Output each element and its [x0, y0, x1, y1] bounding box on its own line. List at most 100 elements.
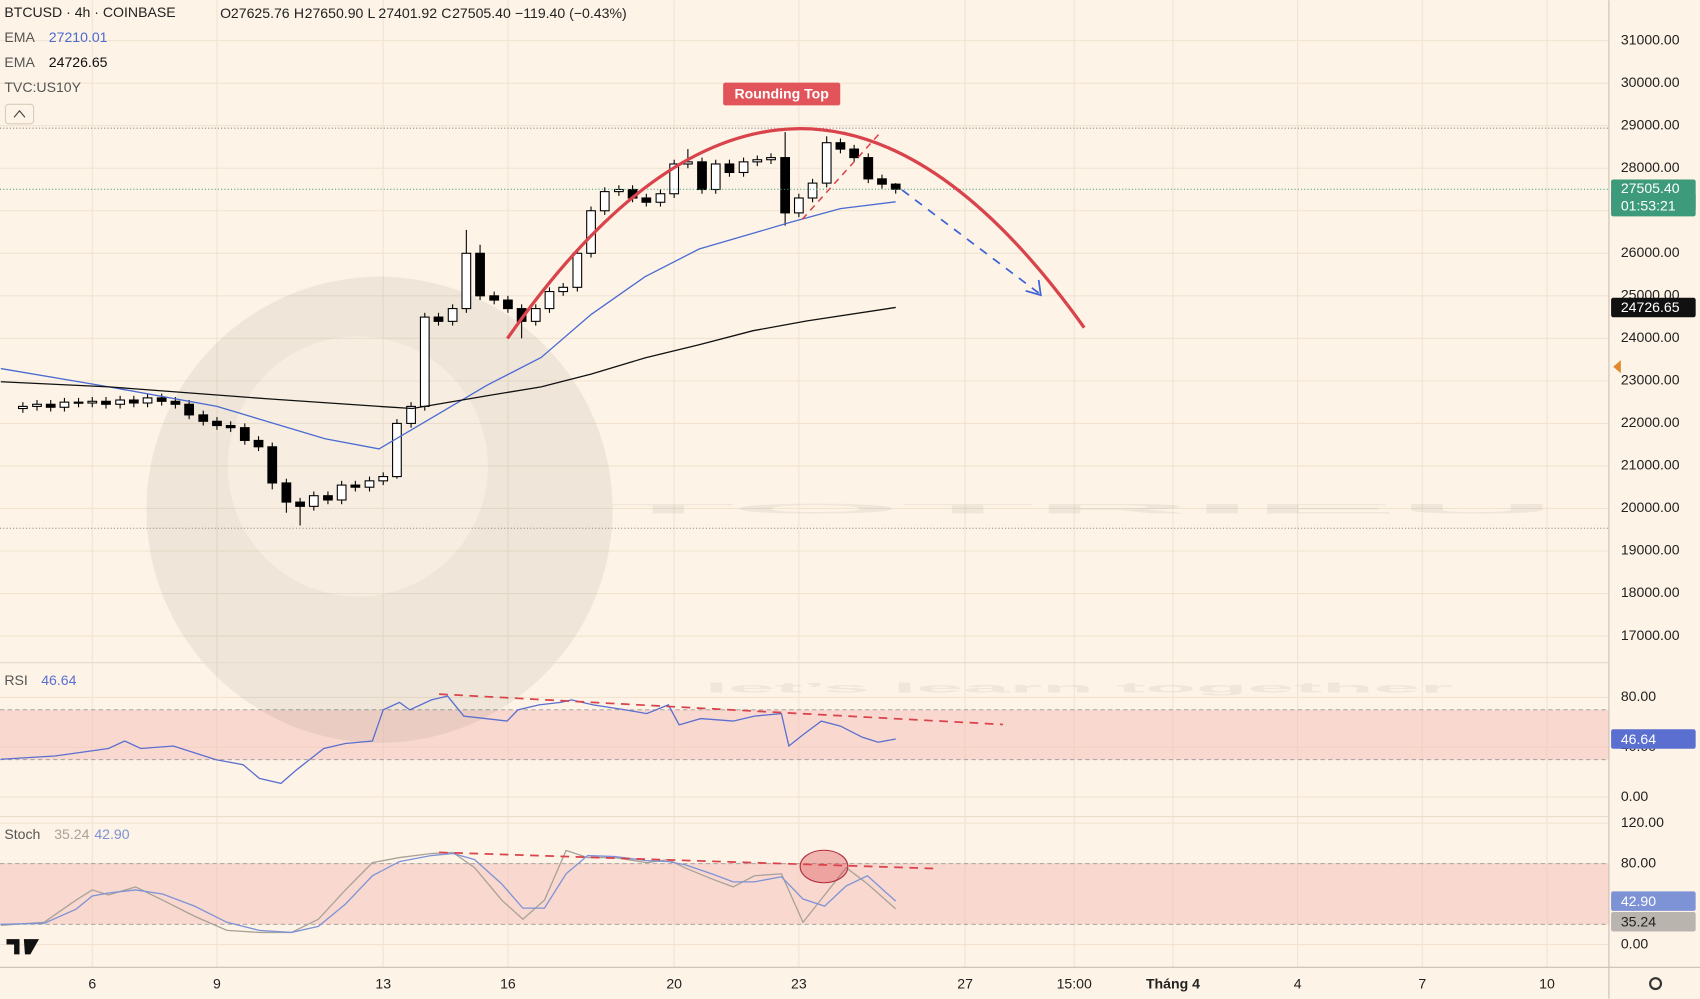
axis-labels: 6 9 13 16 20 23 27 15:00 Tháng 4 4 7 10 17000.00 1800…	[88, 31, 1696, 991]
x-tick-label: 23	[791, 975, 807, 991]
candle-body	[336, 484, 347, 501]
value-tag: 35.24	[1621, 914, 1656, 930]
x-tick-label: 10	[1539, 975, 1555, 991]
x-tick-label: 27	[957, 975, 973, 991]
candle-body	[849, 148, 860, 159]
candle-body	[17, 405, 28, 410]
rounding-top-arc	[506, 127, 1086, 340]
indicator-line	[0, 695, 896, 785]
settings-icon[interactable]	[1649, 977, 1663, 991]
y-tick-label: 31000.00	[1621, 31, 1680, 47]
annotation-text: Rounding Top	[735, 85, 830, 101]
candle-body	[863, 157, 874, 180]
x-tick-label: 20	[666, 975, 682, 991]
y-tick-label: 0.00	[1621, 788, 1649, 804]
candle-body	[641, 197, 652, 203]
value-tag: 46.64	[1621, 731, 1656, 747]
candle-body	[780, 157, 791, 214]
y-tick-label: 19000.00	[1621, 542, 1680, 558]
candle-body	[669, 163, 680, 195]
candle-body	[73, 401, 84, 404]
rsi-divergence-line	[439, 693, 1003, 726]
candle-body	[489, 295, 500, 301]
annotation-box	[723, 82, 841, 106]
plot-area	[0, 132, 1609, 934]
symbol: BTCUSD · 4h · COINBASE	[4, 4, 175, 20]
indicator-line	[0, 852, 897, 934]
last-price-tag: 27505.40	[1621, 180, 1680, 196]
candle-body	[170, 400, 181, 405]
candle-body	[378, 476, 389, 482]
candle-body	[32, 403, 42, 407]
candle-body	[198, 414, 209, 422]
value-tag-bg	[1611, 729, 1696, 749]
candle-body	[406, 405, 416, 424]
x-tick-label: 16	[500, 975, 516, 991]
y-tick-label: 21000.00	[1621, 457, 1680, 473]
candle-body	[239, 427, 250, 441]
ema-tag-bg	[1611, 297, 1696, 318]
legend-name: EMA	[4, 29, 35, 45]
legend-value: 35.24	[54, 826, 89, 842]
candle-body	[655, 193, 666, 203]
candle-body	[807, 182, 818, 199]
y-tick-label: 17000.00	[1621, 627, 1680, 643]
candle-body	[101, 400, 111, 405]
arrow-head	[1025, 279, 1042, 297]
candle-body	[212, 420, 222, 427]
stoch-title: Stoch	[4, 826, 40, 842]
candle-body	[599, 191, 610, 212]
candle-body	[475, 252, 485, 297]
candle-body	[710, 163, 721, 191]
x-tick-label: 7	[1418, 975, 1426, 991]
candle-body	[364, 480, 375, 488]
value-tag-bg	[1611, 912, 1696, 932]
candle-body	[225, 424, 236, 429]
candle-body	[544, 291, 555, 310]
candle-body	[697, 161, 707, 191]
candle-body	[142, 397, 153, 404]
ohlc-key: O	[220, 5, 231, 21]
candle-body	[572, 252, 583, 288]
y-tick-label: 120.00	[1621, 814, 1664, 830]
collapse-button[interactable]	[4, 103, 35, 125]
value-tag-bg	[1611, 891, 1696, 911]
ema-line	[0, 306, 896, 410]
candle-body	[45, 403, 56, 408]
watermark-slogan: let’s learn together	[705, 679, 1456, 695]
candle-body	[766, 157, 776, 161]
candle-body	[323, 495, 333, 501]
candle-body	[128, 399, 139, 404]
ohlc-key: C	[441, 5, 451, 21]
trend-line	[801, 130, 883, 220]
collapse-icon	[13, 109, 26, 118]
candle-body	[461, 252, 472, 310]
y-tick-label: 80.00	[1621, 688, 1656, 704]
time-axis-bg	[0, 967, 1700, 999]
highlight-ellipse	[799, 849, 849, 884]
y-tick-label: 28000.00	[1621, 159, 1680, 175]
candle-body	[614, 188, 624, 193]
candle-body	[156, 397, 167, 402]
x-tick-label: Tháng 4	[1146, 975, 1200, 991]
candle-body	[835, 142, 846, 150]
candle-body	[793, 197, 804, 214]
legend: BTCUSD · 4h · COINBASE EMA EMA TVC:US10Y…	[4, 4, 626, 842]
candle-body	[821, 142, 832, 184]
rsi-title: RSI	[4, 672, 27, 688]
change: −119.40 (−0.43%)	[515, 5, 627, 21]
x-tick-label: 15:00	[1057, 975, 1092, 991]
candle-body	[419, 316, 430, 407]
axis-marker	[1613, 360, 1621, 374]
candle-body	[433, 316, 444, 322]
stoch-divergence-line	[439, 851, 938, 870]
candle-body	[530, 308, 541, 322]
ohlc-value: 27650.90	[305, 5, 364, 21]
legend-value: 27210.01	[49, 29, 108, 45]
last-price-bg	[1611, 179, 1696, 217]
band	[0, 709, 1609, 760]
y-tick-label: 30000.00	[1621, 74, 1680, 90]
y-tick-label: 23000.00	[1621, 372, 1680, 388]
countdown: 01:53:21	[1621, 197, 1676, 213]
legend-value: 24726.65	[49, 54, 108, 70]
